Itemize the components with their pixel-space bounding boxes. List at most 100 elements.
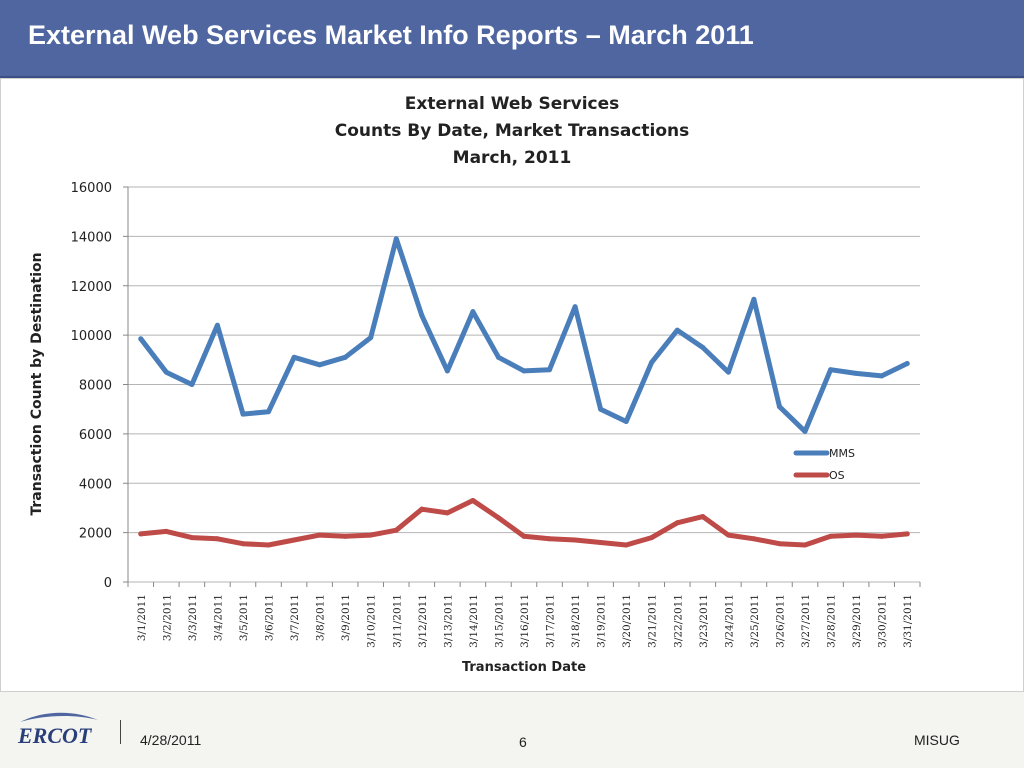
x-tick-label: 3/30/2011: [877, 594, 889, 648]
data-point-os: [444, 510, 450, 516]
x-tick-label: 3/7/2011: [289, 594, 301, 641]
legend-label: MMS: [829, 447, 855, 460]
chart-gridlines: [128, 186, 920, 583]
x-tick-label: 3/17/2011: [545, 594, 557, 648]
x-tick-label: 3/5/2011: [238, 594, 250, 641]
y-axis-ticks: 0 2000 4000 6000 8000 10000 12000 14000 16000: [71, 181, 129, 591]
data-point-os: [598, 540, 604, 545]
x-tick-label: 3/20/2011: [621, 594, 633, 648]
x-axis-ticks: 3/1/2011 3/2/2011 3/3/2011 3/4/2011 3/5/2011…: [127, 582, 921, 648]
x-axis-label: Transaction Date: [462, 660, 586, 675]
data-point-os: [368, 532, 374, 538]
data-point-mms: [623, 419, 629, 425]
data-point-os: [547, 536, 553, 542]
chart-title: External Web Services Counts By Date, Mar…: [335, 94, 690, 168]
x-tick-label: 3/24/2011: [723, 594, 735, 648]
x-tick-label: 3/2/2011: [161, 594, 173, 641]
footer-date: 4/28/2011: [140, 732, 202, 748]
data-point-os: [240, 541, 246, 547]
ercot-logo: ERCOT: [17, 712, 98, 748]
data-point-mms: [368, 335, 374, 341]
x-tick-label: 3/25/2011: [749, 594, 761, 648]
data-point-os: [138, 531, 144, 537]
data-point-mms: [700, 344, 706, 350]
data-point-mms: [598, 406, 604, 412]
x-tick-label: 3/4/2011: [212, 594, 224, 641]
data-point-mms: [342, 354, 348, 360]
data-point-os: [725, 532, 731, 538]
x-tick-label: 3/22/2011: [672, 594, 684, 648]
y-tick-label: 4000: [79, 477, 112, 492]
data-point-os: [828, 533, 834, 539]
y-tick-label: 2000: [79, 527, 112, 542]
line-chart: External Web Services Counts By Date, Mar…: [29, 94, 921, 675]
slide-footer: ERCOT 4/28/2011 6 MISUG: [0, 696, 1024, 768]
data-point-os: [342, 533, 348, 539]
y-tick-label: 10000: [71, 329, 112, 344]
data-point-mms: [419, 312, 425, 318]
chart-frame: External Web Services Counts By Date, Mar…: [0, 78, 1024, 692]
x-tick-label: 3/23/2011: [698, 594, 710, 648]
data-point-os: [393, 527, 399, 533]
data-point-os: [291, 537, 297, 543]
x-tick-label: 3/13/2011: [442, 594, 454, 648]
data-point-mms: [853, 370, 859, 376]
x-tick-label: 3/9/2011: [340, 594, 352, 641]
y-tick-label: 16000: [71, 181, 112, 196]
data-point-mms: [444, 368, 450, 374]
y-tick-label: 6000: [79, 428, 112, 443]
data-point-mms: [751, 296, 757, 302]
x-tick-label: 3/14/2011: [468, 594, 480, 648]
data-point-os: [751, 536, 757, 542]
data-point-mms: [240, 411, 246, 417]
data-point-os: [470, 498, 476, 504]
data-point-mms: [572, 304, 578, 310]
x-tick-label: 3/19/2011: [596, 594, 608, 648]
data-point-mms: [649, 359, 655, 365]
data-point-os: [163, 528, 169, 534]
data-point-mms: [317, 362, 323, 368]
footer-divider: [120, 720, 121, 744]
data-point-mms: [521, 368, 527, 374]
data-point-mms: [495, 354, 501, 360]
x-tick-label: 3/15/2011: [493, 594, 505, 648]
x-tick-label: 3/1/2011: [136, 594, 148, 641]
data-point-os: [214, 536, 220, 542]
x-tick-label: 3/26/2011: [774, 594, 786, 648]
data-point-os: [776, 541, 782, 547]
data-point-mms: [291, 354, 297, 360]
chart-series: [138, 236, 910, 548]
x-tick-label: 3/29/2011: [851, 594, 863, 648]
data-point-os: [853, 532, 859, 538]
y-tick-label: 12000: [71, 280, 112, 295]
logo-swoosh: [20, 712, 98, 722]
data-point-mms: [189, 382, 195, 387]
data-point-mms: [725, 369, 731, 375]
data-point-os: [623, 542, 629, 548]
data-point-mms: [163, 369, 169, 375]
logo-text: ERCOT: [17, 723, 93, 748]
chart-title-line: External Web Services: [405, 94, 620, 114]
data-point-mms: [138, 336, 144, 342]
x-tick-label: 3/12/2011: [417, 594, 429, 648]
slide-title: External Web Services Market Info Report…: [28, 20, 754, 50]
data-point-os: [419, 506, 425, 512]
data-point-mms: [776, 404, 782, 410]
data-point-mms: [828, 367, 834, 373]
x-tick-label: 3/11/2011: [391, 594, 403, 648]
data-point-mms: [393, 236, 399, 242]
data-point-mms: [879, 373, 885, 379]
data-point-mms: [547, 367, 553, 373]
y-tick-label: 8000: [79, 379, 112, 394]
slide-header: External Web Services Market Info Report…: [0, 0, 1024, 78]
page-number: 6: [519, 734, 527, 750]
data-point-mms: [214, 322, 220, 328]
chart-legend: MMS OS: [793, 447, 855, 482]
data-point-os: [674, 520, 680, 526]
data-point-os: [649, 535, 655, 541]
x-tick-label: 3/27/2011: [800, 594, 812, 648]
data-point-os: [700, 514, 706, 520]
data-point-mms: [266, 409, 272, 415]
chart-title-line: Counts By Date, Market Transactions: [335, 121, 690, 141]
data-point-mms: [904, 361, 910, 367]
